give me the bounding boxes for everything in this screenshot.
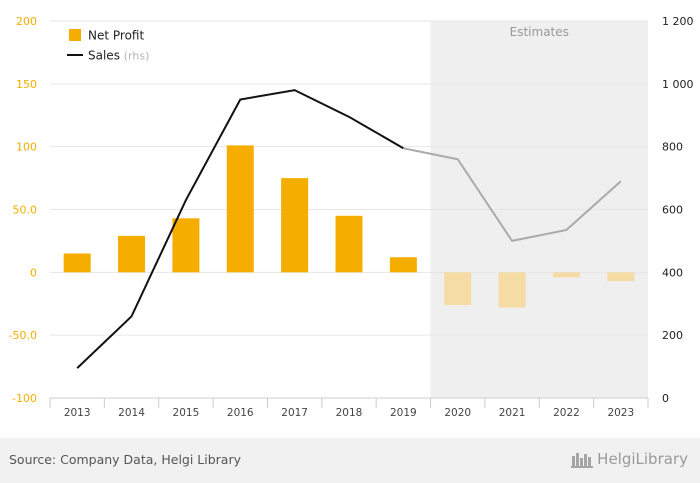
legend-label-sales-name: Sales [88,49,124,63]
bar-net-profit [118,235,146,273]
line-sales-estimate [403,147,622,243]
bar-net-profit [498,272,526,308]
library-icon [571,453,594,468]
footer: Source: Company Data, Helgi Library Helg… [0,438,700,483]
bar-net-profit [389,257,417,273]
left-axis-tick-label: 200 [16,15,37,28]
line-sales-actual [76,89,404,369]
legend-label-sales: Sales (rhs) [88,49,149,63]
right-axis-tick-label: 0 [662,392,669,405]
bar-net-profit [172,218,200,273]
legend-label-sales-suffix: (rhs) [124,50,150,63]
source-note: Source: Company Data, Helgi Library [9,452,242,467]
x-axis-tick-label: 2018 [336,407,363,419]
bar-net-profit [226,145,254,273]
right-axis-tick-label: 600 [662,204,683,217]
x-axis-tick-label: 2014 [118,407,145,419]
bar-net-profit [63,253,91,273]
x-axis-tick-label: 2021 [499,407,526,419]
legend-label-net-profit: Net Profit [88,29,144,43]
legend-swatch-net-profit [69,29,81,41]
left-axis-tick-label: -100 [12,392,37,405]
right-axis-tick-label: 400 [662,266,683,279]
bar-net-profit [335,215,363,273]
bar-net-profit [552,272,580,278]
bar-net-profit [281,178,309,273]
x-axis-tick-label: 2017 [281,407,308,419]
x-axis-tick-label: 2023 [607,407,634,419]
x-axis-tick-label: 2020 [444,407,471,419]
left-axis-tick-label: 100 [16,141,37,154]
bar-net-profit [607,272,635,282]
bar-net-profit [444,272,472,306]
right-axis-tick-label: 800 [662,141,683,154]
right-axis-tick-label: 1 200 [662,15,694,28]
estimates-label: Estimates [510,25,569,39]
x-axis-tick-label: 2015 [173,407,200,419]
brand-name: HelgiLibrary [597,450,688,468]
x-axis-tick-label: 2022 [553,407,580,419]
right-axis-tick-label: 200 [662,329,683,342]
x-axis-tick-label: 2013 [64,407,91,419]
chart: Estimates -100 -50.0 0 50.0 100 150 200 0 200 400 6… [9,15,694,419]
left-axis-tick-label: 0 [30,266,37,279]
right-axis-tick-label: 1 000 [662,78,694,91]
x-axis-tick-label: 2019 [390,407,417,419]
left-axis-tick-label: -50.0 [9,329,37,342]
left-axis-tick-label: 150 [16,78,37,91]
left-axis-tick-label: 50.0 [13,204,38,217]
brand-logo: HelgiLibrary [571,450,688,468]
x-axis-tick-label: 2016 [227,407,254,419]
